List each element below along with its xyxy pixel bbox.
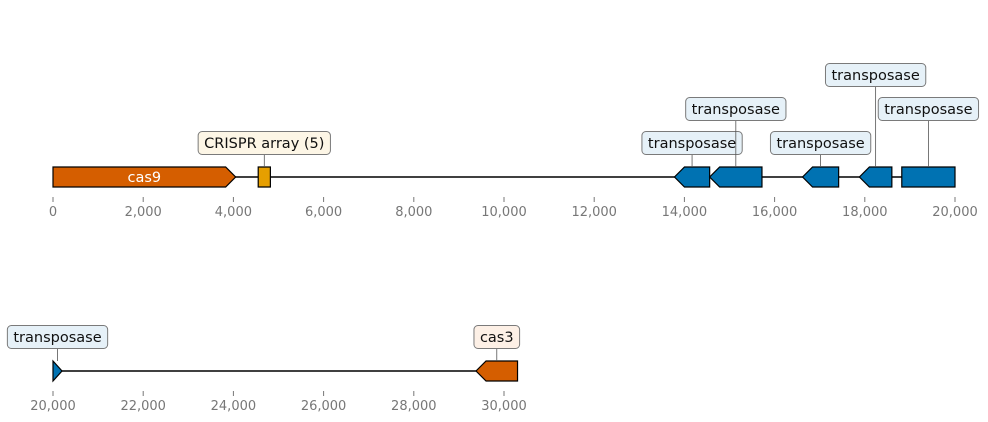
axis-tick-label: 4,000: [215, 205, 252, 220]
transposase-2-label: transposase: [692, 102, 780, 118]
transposase-3-shape: [801, 166, 840, 188]
axis-tick-label: 20,000: [30, 399, 76, 414]
crispr-array-shape: [257, 166, 271, 188]
axis-tick-label: 26,000: [301, 399, 347, 414]
axis-tick-label: 24,000: [211, 399, 257, 414]
axis-tick-label: 16,000: [752, 205, 798, 220]
transposase-1-shape: [673, 166, 711, 188]
axis-tick-label: 10,000: [481, 205, 527, 220]
transposase-5-label-box: [877, 97, 980, 121]
axis-tick-label: 30,000: [481, 399, 527, 414]
transposase-4-shape: [858, 166, 893, 188]
transposase-6-label: transposase: [13, 330, 101, 346]
transposase-1-label-box: [641, 131, 743, 155]
crispr-array-label-box: [197, 131, 331, 155]
transposase-1-label: transposase: [648, 136, 736, 152]
axis-tick-label: 0: [49, 205, 57, 220]
transposase-3-label-box: [769, 131, 872, 155]
axis-tick-label: 6,000: [305, 205, 342, 220]
cas3-label-box: [473, 325, 521, 349]
transposase-4-label: transposase: [831, 68, 919, 84]
cas3-shape: [475, 360, 519, 382]
cas3-label: cas3: [480, 330, 514, 346]
transposase-4-label-box: [824, 63, 927, 87]
axis-tick-label: 22,000: [120, 399, 166, 414]
cas9-shape: [52, 166, 237, 188]
transposase-5-shape: [901, 166, 956, 188]
axis-tick-label: 2,000: [125, 205, 162, 220]
axis-tick-label: 14,000: [662, 205, 708, 220]
transposase-6-label-box: [6, 325, 109, 349]
transposase-2-label-box: [685, 97, 787, 121]
transposase-2-shape: [708, 166, 763, 188]
transposase-5-label: transposase: [884, 102, 972, 118]
axis-tick-label: 12,000: [571, 205, 617, 220]
crispr-array-label: CRISPR array (5): [204, 136, 324, 152]
transposase-3-label: transposase: [776, 136, 864, 152]
track-1: 0 2,000 4,000 6,000 8,000 10,000 12,000 14,000 1…: [49, 63, 980, 220]
cas9-label: cas9: [128, 170, 162, 186]
transposase-6-shape: [52, 359, 63, 383]
axis-tick-label: 8,000: [395, 205, 432, 220]
axis-tick-label: 18,000: [842, 205, 888, 220]
axis-tick-label: 28,000: [391, 399, 437, 414]
axis-tick-label: 20,000: [932, 205, 978, 220]
track-2: 20,000 22,000 24,000 26,000 28,000 30,000 tran…: [6, 325, 527, 414]
